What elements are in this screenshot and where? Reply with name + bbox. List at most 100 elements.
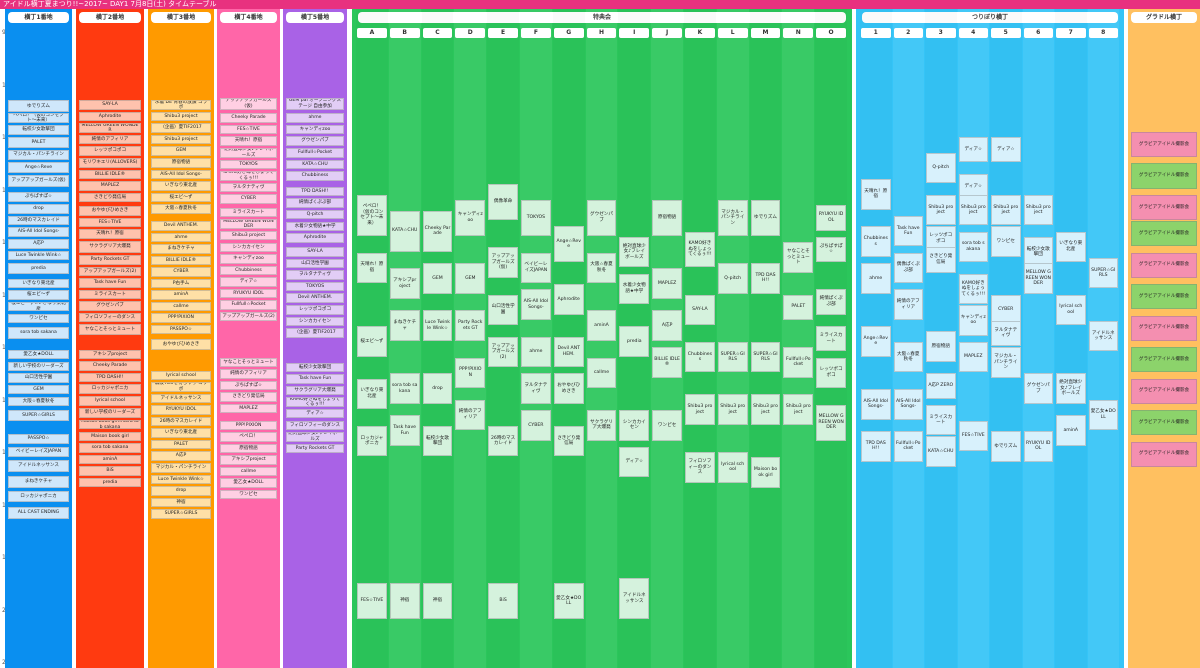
col4-slot[interactable]: Chubbiness (220, 265, 277, 276)
toku-slot[interactable]: GEM (455, 263, 486, 294)
col5-slot[interactable]: レッツポコポコ (286, 305, 344, 315)
toku-slot[interactable]: 山口活性学園 (488, 294, 518, 325)
col1-slot[interactable]: ロッカジャポニカ (8, 491, 69, 502)
col1-slot[interactable]: predia (8, 263, 69, 274)
col1-slot[interactable]: Ange☆Reve (8, 162, 69, 173)
col4-slot[interactable]: Shibu3 project (220, 230, 277, 241)
tsuri-slot[interactable]: KATA☆CHU (926, 436, 956, 467)
col1-slot[interactable]: Luce Twinkle Wink☆ (8, 250, 69, 261)
toku-slot[interactable]: アキシブproject (389, 268, 420, 299)
col5-slot[interactable]: Fullfull☆Pocket (286, 148, 344, 158)
col4-slot[interactable]: 愛乙女★DOLL (220, 478, 277, 488)
toku-slot[interactable]: lyrical school (717, 452, 748, 483)
col3-slot[interactable]: ahme (151, 232, 211, 243)
grad-slot[interactable]: グラビアアイドル撮影会 (1131, 347, 1197, 373)
col2-slot[interactable]: lyrical school (79, 395, 141, 407)
tsuri-slot[interactable]: Shibu3 project (1023, 194, 1053, 226)
col1-slot[interactable]: アップアップガールズ(仮) (8, 174, 69, 187)
col1-slot[interactable]: ワンピセ (8, 313, 69, 324)
tsuri-slot[interactable]: Shibu3 project (958, 194, 988, 226)
col1-slot[interactable]: AIS-All Idol Songs- (8, 227, 69, 237)
toku-slot[interactable]: 大阪☆春夏秋冬 (586, 252, 617, 283)
tsuri-slot[interactable]: 天晴れ！原宿 (861, 179, 891, 210)
col2-slot[interactable]: aminA (79, 454, 141, 465)
tsuri-slot[interactable]: MELLOW GREEN WONDER (1023, 263, 1053, 294)
toku-slot[interactable]: RYUKYU IDOL (816, 205, 846, 231)
col3-slot[interactable]: いぎなり東北産 (151, 181, 211, 191)
col3-slot[interactable]: 桜エビ～ず (151, 192, 211, 203)
toku-slot[interactable]: Q-pitch (717, 263, 748, 294)
col2-slot[interactable]: Task have Fun (79, 278, 141, 288)
tsuri-slot[interactable]: いぎなり東北産 (1056, 231, 1086, 262)
col2-slot[interactable]: ロッカジャポニカ (79, 384, 141, 394)
tsuri-slot[interactable]: 愛乙女★DOLL (1088, 399, 1118, 430)
toku-slot[interactable]: Cheeky Parade (422, 210, 453, 252)
col4-slot[interactable]: 天晴れ！原宿 (220, 136, 277, 146)
col2-slot[interactable]: predia (79, 477, 141, 488)
col5-slot[interactable]: TPD DASH!! (286, 186, 344, 197)
toku-slot[interactable]: FES☆TIVE (357, 583, 387, 619)
col2-slot[interactable]: MAPLEZ (79, 181, 141, 191)
toku-slot[interactable]: BiS (488, 583, 518, 619)
col4-slot[interactable]: Fullfull☆Pocket (220, 300, 277, 310)
toku-slot[interactable]: KATA☆CHU (389, 210, 420, 252)
toku-slot[interactable]: シンカカイセン (619, 410, 650, 441)
col2-slot[interactable]: フィロソフィーのダンス (79, 312, 141, 323)
col3-slot[interactable]: 水着 DE 青春の放課 コラボ (151, 100, 211, 110)
toku-slot[interactable]: TPD DASH!! (750, 263, 781, 294)
col1-slot[interactable]: いぎなり東北産 (8, 278, 69, 289)
col2-slot[interactable]: sora tob sakana (79, 443, 141, 453)
col4-slot[interactable]: PPP!PIXION (220, 420, 277, 430)
col4-slot[interactable]: ぷちぱすぽ☆ (220, 380, 277, 391)
col1-slot[interactable]: 桜エビ～ず (8, 290, 69, 300)
col3-slot[interactable]: 森坂YOUを待ちゃぅ コラボ (151, 382, 211, 392)
col4-slot[interactable]: アップアップガールズ(2) (220, 311, 277, 322)
toku-slot[interactable]: sora tob sakana (389, 373, 420, 404)
col1-slot[interactable]: 26時のマスカレイド (8, 215, 69, 226)
toku-slot[interactable]: ワンピセ (652, 410, 682, 441)
col3-slot[interactable]: AIS-All Idol Songs- (151, 169, 211, 180)
toku-slot[interactable]: 絶対直球少女♪フレイボールズ (619, 236, 650, 268)
col3-slot[interactable]: drop (151, 486, 211, 496)
col4-slot[interactable]: ヤなことそっとミュート (220, 357, 277, 367)
col3-slot[interactable]: マジカル・パンチライン (151, 463, 211, 473)
col4-slot[interactable]: キャンディzoo (220, 254, 277, 264)
toku-slot[interactable]: 神宿 (422, 583, 453, 619)
col3-slot[interactable]: Shibu3 project (151, 111, 211, 122)
toku-slot[interactable]: ぷちぱすぽ☆ (816, 236, 846, 262)
tsuri-slot[interactable]: マジカル・パンチライン (991, 347, 1021, 378)
col5-slot[interactable]: Task have Fun (286, 374, 344, 384)
col2-slot[interactable]: モリワキエリ(ALLOVERS) (79, 158, 141, 168)
tsuri-slot[interactable]: lyrical school (1056, 294, 1086, 325)
tsuri-slot[interactable]: 偶像ぱくぷぷ部 (893, 252, 923, 283)
col4-slot[interactable]: アキシブproject (220, 455, 277, 465)
col1-slot[interactable]: 愛乙女★DOLL (8, 349, 69, 360)
toku-slot[interactable]: まねきケチャ (389, 310, 420, 341)
col3-slot[interactable]: 大阪☆春夏秋冬 (151, 204, 211, 214)
grad-slot[interactable]: グラビアアイドル撮影会 (1131, 252, 1197, 278)
col3-slot[interactable]: CYBER (151, 267, 211, 277)
toku-slot[interactable]: ゆでりズム (750, 200, 781, 236)
toku-slot[interactable]: Shibu3 project (685, 394, 715, 425)
tsuri-slot[interactable]: ゆでりズム (991, 431, 1021, 462)
tsuri-slot[interactable]: Shibu3 project (991, 194, 1021, 226)
tsuri-slot[interactable]: グウゼンパブ (1023, 373, 1053, 404)
col1-slot[interactable]: ベイビーレイズJAPAN (8, 446, 69, 458)
toku-slot[interactable]: MAPLEZ (652, 268, 682, 299)
col5-slot[interactable]: Chubbiness (286, 171, 344, 181)
col4-slot[interactable]: 原宿物語 (220, 443, 277, 454)
tsuri-slot[interactable]: CYBER (991, 294, 1021, 325)
toku-slot[interactable]: フィロソフィーのダンス (685, 452, 715, 483)
tsuri-slot[interactable]: RYUKYU IDOL (1023, 431, 1053, 462)
col5-slot[interactable]: Party Rockets GT (286, 443, 344, 454)
toku-slot[interactable]: キャンディzoo (455, 200, 486, 236)
col3-slot[interactable]: GEM (151, 146, 211, 156)
col4-slot[interactable]: ワンピセ (220, 489, 277, 500)
col4-slot[interactable]: ミライスカート (220, 207, 277, 218)
col2-slot[interactable]: レッツポコポコ (79, 146, 141, 156)
col3-slot[interactable]: 〈企画〉夏TIF2017 (151, 123, 211, 133)
toku-slot[interactable]: アップアップガールズ(2) (488, 336, 518, 367)
toku-slot[interactable]: 偶像革命 (488, 184, 518, 220)
col3-slot[interactable]: aminA (151, 290, 211, 300)
col1-slot[interactable]: 転校少女歌撃団 (8, 125, 69, 135)
